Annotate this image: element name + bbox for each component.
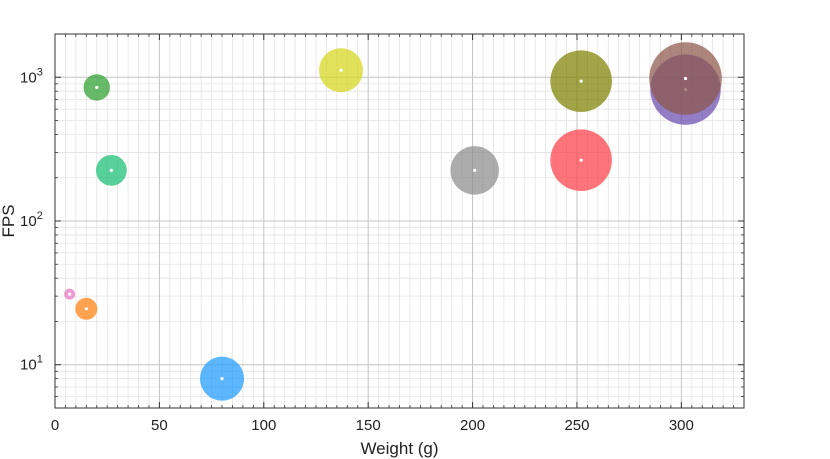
x-axis-label: Weight (g) <box>360 439 438 458</box>
data-point-center <box>683 76 688 81</box>
data-point-center <box>109 168 113 172</box>
data-point-center <box>95 85 99 90</box>
data-point-center <box>68 292 72 296</box>
y-axis-label: FPS <box>0 204 18 237</box>
x-tick-label: 150 <box>356 417 381 434</box>
x-tick-label: 300 <box>669 417 694 434</box>
data-points <box>64 42 722 401</box>
x-tick-label: 250 <box>564 417 589 434</box>
data-point-center <box>473 168 477 172</box>
x-tick-label: 0 <box>51 417 59 434</box>
x-axis-ticks: 0 50 100 150 200 250 300 <box>51 34 745 434</box>
x-tick-label: 50 <box>151 417 168 434</box>
y-axis-ticks: 101 102 103 <box>20 33 744 409</box>
data-point-center <box>84 307 88 311</box>
x-tick-label: 100 <box>251 417 276 434</box>
y-tick-label: 103 <box>20 66 43 86</box>
data-point-center <box>220 377 224 381</box>
y-tick-label: 101 <box>20 354 43 374</box>
data-point-center <box>339 68 343 72</box>
y-tick-label: 102 <box>20 210 43 230</box>
x-tick-label: 200 <box>460 417 485 434</box>
major-grid <box>54 34 744 408</box>
data-point-center <box>579 79 583 83</box>
data-point-center <box>579 158 583 162</box>
